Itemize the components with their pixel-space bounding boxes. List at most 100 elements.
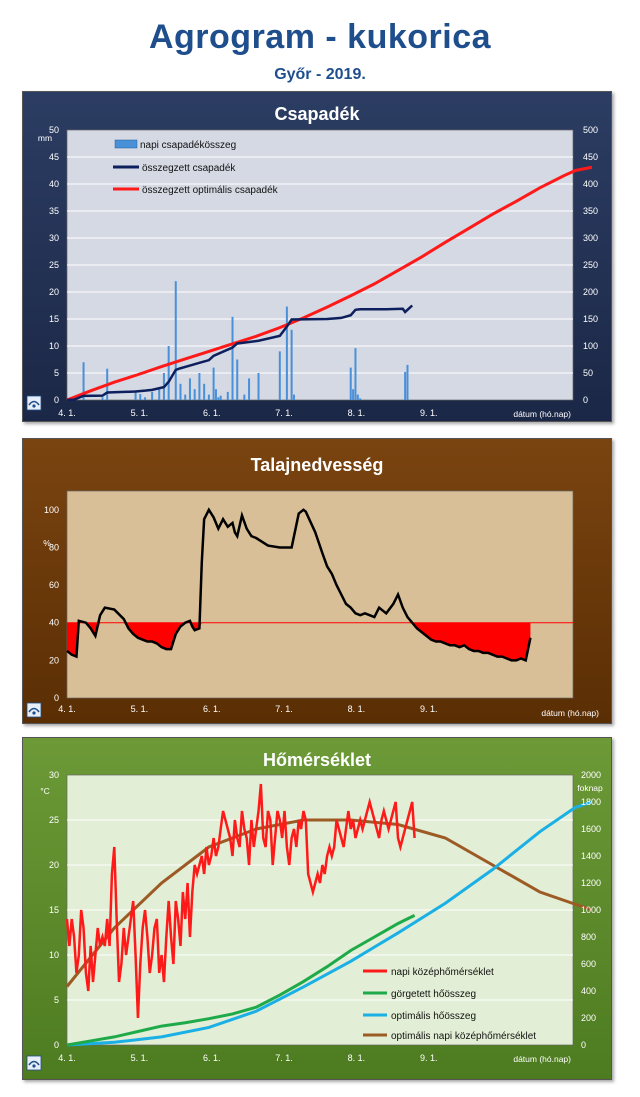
rain-bar [349,367,352,400]
x-tick-label: 9. 1. [420,704,438,714]
rain-bar [188,378,191,400]
rain-bar [356,394,359,400]
rain-bar [248,378,251,400]
y-tick-label: 5 [54,995,59,1005]
rain-bar [193,389,196,400]
y-right-tick-label: 450 [583,152,598,162]
rain-bar [236,359,239,400]
y-right-tick-label: 300 [583,233,598,243]
daily-mean-temp-line [65,783,416,1019]
rain-bar [278,351,281,400]
soil-moisture-panel: Talajnedvesség 0 20 40 60 80 100 4. 1. 5. 1. 6. … [22,438,612,724]
rain-bar [292,394,295,400]
x-tick-label: 7. 1. [275,704,293,714]
y-right-tick-label: 200 [581,1013,596,1023]
y-tick-label: 0 [54,693,59,703]
y-tick-label: 30 [49,770,59,780]
y-tick-label: 25 [49,815,59,825]
y-right-tick-label: 600 [581,959,596,969]
rain-bar [231,316,234,400]
rain-bar [212,367,215,400]
optimal-daily-temp-line [65,818,593,988]
y-right-tick-label: 350 [583,206,598,216]
y-right-tick-label: 1200 [581,878,601,888]
x-tick-label: 8. 1. [348,1053,366,1063]
omsz-logo-icon [26,395,42,411]
rain-bar [217,397,220,400]
rain-bar [207,394,210,400]
rain-chart: Csapadék 0510152025303540455005010015020… [26,104,598,419]
optimal-heat-sum-line [66,800,593,1047]
y-right-tick-label: 500 [583,125,598,135]
x-tick-label: 4. 1. [58,704,76,714]
rain-bar [82,362,85,400]
y-tick-label: 40 [49,179,59,189]
soil-moisture-line [66,507,532,663]
y-tick-label: 30 [49,233,59,243]
y-tick-label: 50 [49,125,59,135]
temp-x-label: dátum (hó.nap) [513,1054,571,1064]
rain-bar [359,398,362,400]
x-tick-label: 5. 1. [131,408,149,418]
rain-bar [158,389,161,400]
rain-panel: Csapadék 0 5 10 15 20 25 30 35 40 45 50 0 50 100 150 20… [22,91,612,422]
rain-y-unit: mm [38,133,52,143]
y-tick-label: 40 [49,618,59,628]
soil-deficit-area [67,622,531,661]
y-right-tick-label: 1400 [581,851,601,861]
y-right-tick-label: 250 [583,260,598,270]
temp-y-right-unit: foknap [577,783,603,793]
y-tick-label: 20 [49,287,59,297]
rain-bar [167,346,170,400]
y-tick-label: 10 [49,341,59,351]
y-right-tick-label: 2000 [581,770,601,780]
temp-legend: napi középhőmérséklet görgetett hőösszeg… [363,967,536,1042]
rain-bar [139,394,142,400]
y-tick-label: 20 [49,655,59,665]
legend-label: összegzett optimális csapadék [142,185,279,196]
y-tick-label: 10 [49,950,59,960]
omsz-logo-icon [26,1055,42,1071]
y-right-tick-label: 1000 [581,905,601,915]
x-tick-label: 6. 1. [203,704,221,714]
rain-bar [203,383,206,400]
legend-label: összegzett csapadék [142,163,236,174]
y-right-tick-label: 0 [581,1040,586,1050]
y-tick-label: 20 [49,860,59,870]
legend-label: görgetett hőösszeg [391,989,476,1000]
rain-bar [226,391,229,400]
x-tick-label: 8. 1. [348,408,366,418]
temperature-chart: Hőmérséklet 0 5 10 15 20 25 30 0 200 400 600 800 100… [26,750,603,1071]
rain-bar [285,306,288,400]
temperature-panel: Hőmérséklet 0 5 10 15 20 25 30 0 200 400 600 800 100… [22,737,612,1080]
y-tick-label: 35 [49,206,59,216]
soil-x-label: dátum (hó.nap) [541,708,599,718]
y-tick-label: 25 [49,260,59,270]
rain-bar [214,389,217,400]
rain-bar [144,397,147,400]
page-title: Agrogram - kukorica [148,18,492,56]
rain-bar [290,329,293,400]
soil-y-unit: % [43,538,51,548]
y-right-tick-label: 1600 [581,824,601,834]
x-tick-label: 4. 1. [58,1053,76,1063]
rain-bar [352,389,355,400]
x-tick-label: 6. 1. [203,408,221,418]
x-tick-label: 5. 1. [131,704,149,714]
x-tick-label: 8. 1. [348,704,366,714]
x-tick-label: 4. 1. [58,408,76,418]
omsz-logo-icon [26,702,42,718]
rain-bar [354,348,357,400]
y-tick-label: 100 [44,505,59,515]
x-tick-label: 7. 1. [275,408,293,418]
y-tick-label: 0 [54,395,59,405]
soil-moisture-chart: Talajnedvesség 0 20 40 60 80 100 4. 1. 5. 1. 6. … [26,455,599,718]
x-tick-label: 9. 1. [420,1053,438,1063]
legend-label: napi csapadékösszeg [140,140,236,151]
rain-chart-title: Csapadék [274,104,360,124]
rain-bar [406,364,409,400]
y-right-tick-label: 400 [583,179,598,189]
y-tick-label: 60 [49,580,59,590]
y-right-tick-label: 0 [583,395,588,405]
x-tick-label: 7. 1. [275,1053,293,1063]
